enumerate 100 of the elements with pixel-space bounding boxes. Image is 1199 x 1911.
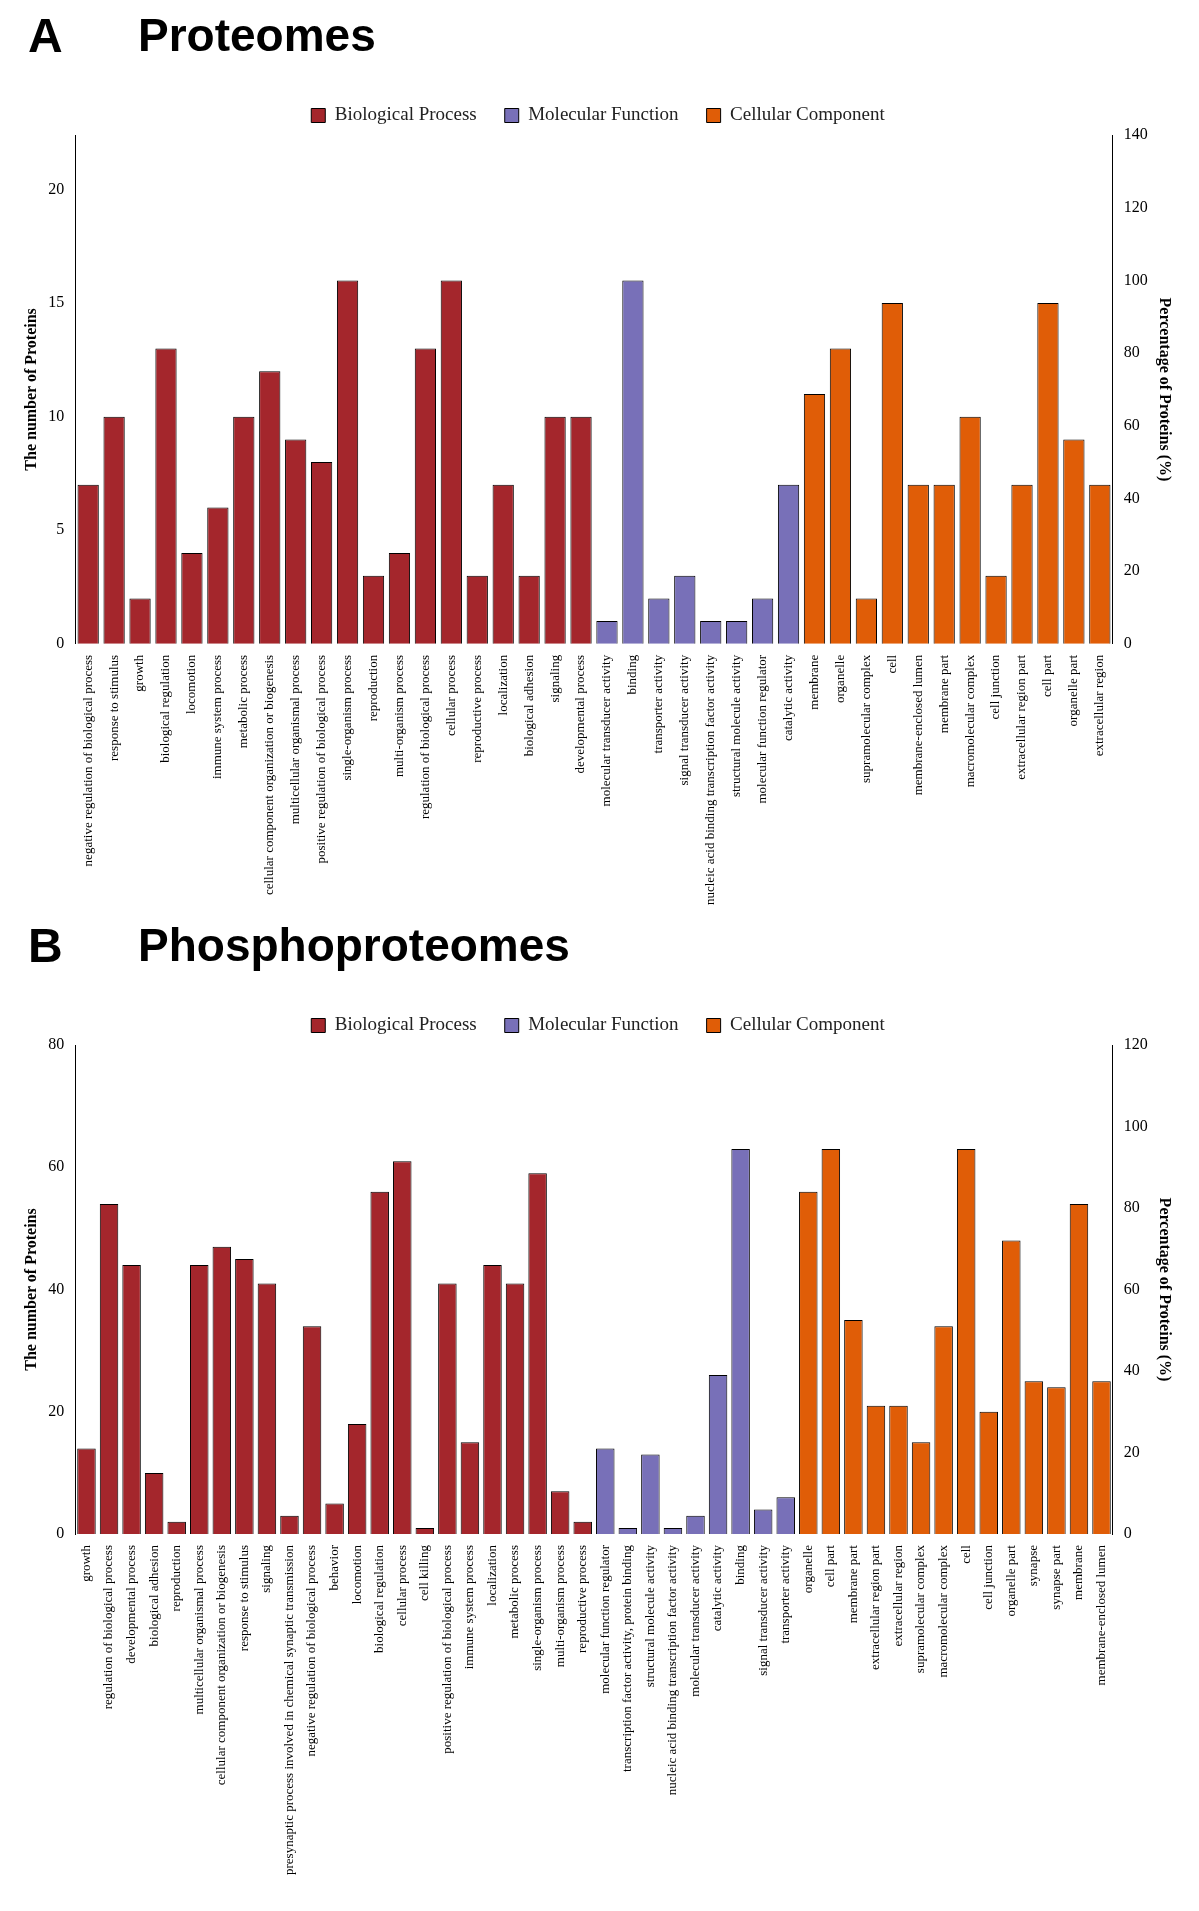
x-tick-label: biological regulation [157,654,173,763]
legend-label: Cellular Component [730,1013,886,1035]
x-tick-label: synapse [1025,1544,1041,1587]
x-tick-label: single-organism process [338,654,354,781]
x-tick-label: extracellular region part [1013,654,1029,780]
y-tick-label: 0 [56,1524,65,1542]
x-tick-label: reproductive process [468,654,484,763]
y2-tick-label: 40 [1123,488,1140,506]
y2-tick-label: 80 [1123,1198,1140,1216]
y2-axis-title: Percentage of Proteins (%) [1156,297,1175,482]
x-tick-label: cell [957,1544,973,1564]
x-tick-label: localization [483,1544,499,1606]
legend-label: Molecular Function [528,1013,680,1035]
x-tick-label: growth [131,654,147,692]
x-tick-label: cellular process [442,654,458,737]
x-tick-label: metabolic process [506,1545,522,1639]
y2-tick-label: 40 [1123,1361,1140,1379]
x-tick-label: regulation of biological process [416,654,432,820]
y-axis-title: The number of Proteins [21,308,39,471]
x-tick-label: transcription factor activity, protein binding [619,1544,635,1772]
x-tick-label: macromolecular complex [961,654,977,788]
legend-label: Cellular Component [730,103,886,125]
y2-tick-label: 20 [1123,561,1140,579]
x-tick-label: cell junction [980,1544,996,1610]
x-tick-label: nucleic acid binding transcription factor activity [664,1544,680,1796]
x-tick-label: cell killing [416,1544,432,1601]
y2-tick-label: 120 [1123,1035,1148,1053]
x-tick-label: localization [494,654,510,716]
y-tick-label: 10 [48,406,65,424]
x-tick-label: molecular function regulator [596,1544,612,1694]
x-tick-label: synapse part [1047,1544,1063,1610]
y-tick-label: 15 [48,293,65,311]
y2-tick-label: 60 [1123,415,1140,433]
x-tick-label: binding [624,654,640,695]
x-tick-label: membrane [1070,1544,1086,1600]
x-tick-label: multi-organism process [551,1545,567,1668]
x-tick-label: metabolic process [235,654,251,749]
x-tick-label: developmental process [123,1545,139,1664]
x-tick-label: signaling [546,654,562,703]
x-tick-label: single-organism process [529,1545,545,1671]
y2-tick-label: 0 [1123,634,1132,652]
x-tick-label: negative regulation of biological process [303,1545,319,1757]
x-tick-label: multicellular organismal process [287,654,303,825]
y-tick-label: 60 [48,1157,65,1175]
x-tick-label: behavior [326,1544,342,1591]
chart-title: Phosphoproteomes [138,918,570,972]
x-tick-label: organelle [799,1544,815,1594]
x-tick-label: transporter activity [777,1544,793,1644]
x-tick-label: developmental process [572,654,588,774]
x-tick-label: nucleic acid binding transcription factor activity [702,654,718,906]
x-tick-label: membrane [805,654,821,710]
x-tick-label: organelle part [1002,1544,1018,1617]
x-tick-label: molecular transducer activity [686,1544,702,1697]
x-tick-label: cell part [1039,654,1055,698]
y-tick-label: 20 [48,179,65,197]
x-tick-label: response to stimulus [105,654,121,762]
y2-tick-label: 0 [1123,1524,1132,1542]
y2-tick-label: 100 [1123,270,1148,288]
x-tick-label: reproduction [168,1544,184,1612]
legend-label: Biological Process [334,103,477,125]
x-tick-label: binding [732,1544,748,1585]
y2-axis-title: Percentage of Proteins (%) [1156,1197,1175,1382]
x-tick-label: reproduction [364,654,380,722]
x-tick-label: macromolecular complex [935,1544,951,1678]
x-tick-label: supramolecular complex [857,654,873,783]
x-tick-label: positive regulation of biological process [438,1545,454,1754]
x-tick-label: positive regulation of biological process [313,654,329,864]
y-axis-title: The number of Proteins [21,1208,39,1371]
x-tick-label: catalytic activity [709,1544,725,1632]
y2-tick-label: 60 [1123,1279,1140,1297]
x-tick-label: negative regulation of biological process [79,654,95,867]
x-tick-label: cell junction [987,654,1003,720]
x-tick-label: organelle part [1065,654,1081,727]
legend-label: Molecular Function [528,103,680,125]
y-tick-label: 20 [48,1401,65,1419]
x-tick-label: presynaptic process involved in chemical synaptic transmission [280,1544,296,1876]
y-tick-label: 80 [48,1035,65,1053]
x-tick-label: extracellular region part [867,1544,883,1670]
x-tick-label: reproductive process [574,1545,590,1653]
x-tick-label: biological regulation [371,1544,387,1653]
x-tick-label: molecular function regulator [754,654,770,804]
x-tick-label: cell [883,654,899,674]
x-tick-label: immune system process [461,1545,477,1670]
x-tick-label: extracellular region [889,1544,905,1647]
x-tick-label: structural molecule activity [641,1544,657,1688]
x-tick-label: immune system process [209,654,225,780]
x-tick-label: growth [77,1544,93,1582]
x-tick-label: response to stimulus [235,1545,251,1652]
x-tick-label: cellular component organization or biogenesis [213,1545,229,1786]
y2-tick-label: 120 [1123,197,1148,215]
x-tick-label: catalytic activity [779,654,795,742]
x-tick-label: regulation of biological process [100,1545,116,1710]
x-tick-label: structural molecule activity [728,654,744,798]
x-tick-label: biological adhesion [520,654,536,757]
x-tick-label: membrane-enclosed lumen [909,654,925,796]
x-tick-label: signal transducer activity [676,654,692,786]
chart-title: Proteomes [138,8,376,62]
x-tick-label: biological adhesion [145,1544,161,1647]
y2-tick-label: 20 [1123,1442,1140,1460]
x-tick-label: cellular component organization or biogenesis [261,654,277,896]
